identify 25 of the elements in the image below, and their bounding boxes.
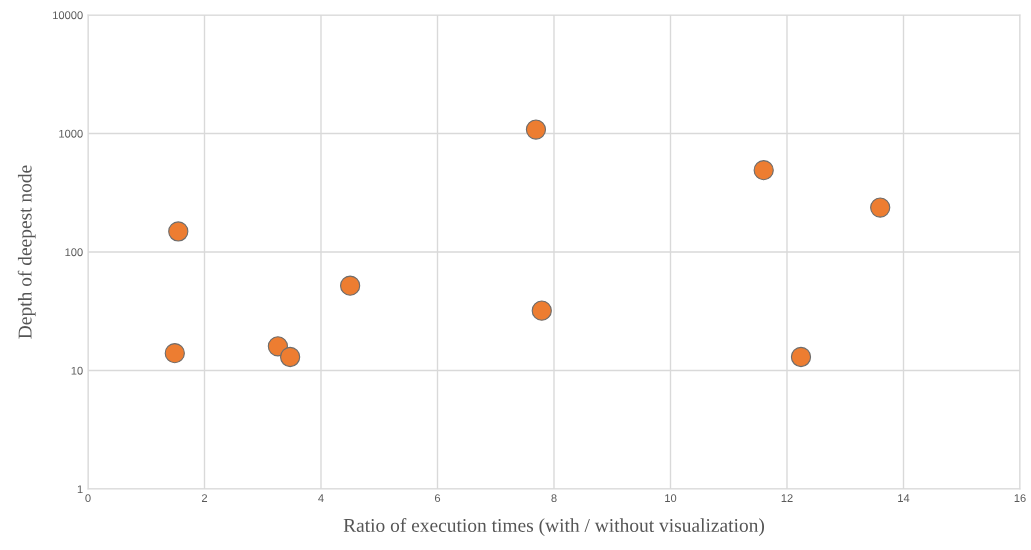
x-tick-label: 8: [551, 494, 557, 503]
point: [164, 343, 185, 364]
x-tick-label: 2: [201, 494, 208, 502]
point: [531, 300, 552, 321]
y-axis-title: Depth of deepest node: [17, 165, 36, 339]
x-tick-label: 16: [1014, 494, 1026, 503]
y-tick-label: 10: [71, 366, 83, 375]
x-axis-title: Ratio of execution times (with / without visualization): [343, 518, 765, 536]
y-tick-label: 10000: [53, 11, 83, 20]
point: [790, 346, 812, 368]
x-tick-label: 12: [781, 494, 793, 502]
point: [753, 160, 774, 181]
y-tick-label: 1000: [59, 129, 83, 138]
point: [870, 197, 891, 218]
x-tick-label: 0: [85, 494, 91, 503]
point: [339, 275, 361, 296]
x-tick-label: 14: [898, 494, 910, 502]
y-tick-label: 100: [65, 248, 83, 257]
point: [168, 221, 189, 242]
x-tick-label: 6: [434, 494, 441, 503]
x-tick-label: 4: [318, 494, 324, 502]
x-tick-label: 10: [665, 494, 677, 503]
y-tick-label: 1: [77, 485, 83, 494]
point: [525, 119, 547, 140]
point: [280, 346, 301, 368]
